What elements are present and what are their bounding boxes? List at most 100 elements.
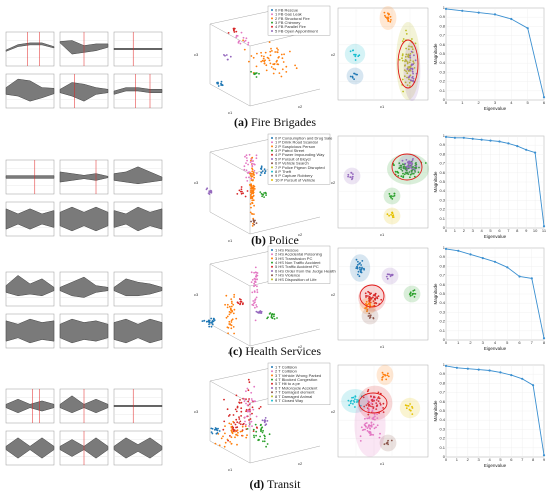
scatter-2d-point [364, 417, 366, 420]
scatter-2d-point [390, 196, 392, 199]
scatter-2d-point [359, 435, 362, 438]
scatter-3d-point [208, 319, 211, 322]
scatter-2d-point [361, 266, 363, 269]
scatter-3d-point [251, 213, 254, 215]
scatter-3d-point [254, 284, 257, 287]
scatter-2d-point [417, 171, 420, 174]
scatter-2d-point [382, 407, 384, 409]
scatter-3d-point [257, 438, 260, 441]
data-point [466, 367, 469, 370]
scatter-2d-point [377, 397, 379, 399]
scatter-3d-point [251, 279, 254, 281]
scatter-3d-point [265, 64, 268, 67]
scatter-3d-point [244, 420, 246, 423]
legend-entry: 2 FB Structural Fire [275, 16, 310, 21]
scatter-3d-point [250, 420, 253, 423]
scatter-2d-point [369, 405, 372, 407]
scatter-2d-point [413, 175, 416, 178]
scatter-2d-point [368, 408, 370, 410]
scatter-3d-point [271, 317, 274, 320]
scatter-2d-point [368, 303, 370, 305]
legend-entry: 0 P Consumption and Drug Sale [275, 135, 333, 140]
scatter-2d-point [386, 374, 389, 377]
scatter-3d-point [272, 72, 275, 75]
y-tick-label: 0 [443, 97, 446, 102]
scatter-2d-point [372, 396, 375, 399]
scatter-2d-point [375, 405, 378, 408]
scatter-3d-point [226, 408, 229, 411]
scatter-2d-point [409, 176, 411, 179]
scatter-3d-point [237, 302, 240, 305]
scatter-3d-point [226, 306, 229, 309]
eigenvalue-line-chart: 0 0.1 0.2 0.3 0.4 0.5 0.6 0.7 0.8 0.9 10 1 2 3 4 5 6 7 8 9 1… [433, 133, 547, 239]
scatter-2d-xlabel: c1 [380, 104, 385, 109]
scatter-2d-point [412, 72, 414, 75]
scatter-2d-point [406, 404, 408, 407]
legend-entry: 4 P Power Impounding Way [275, 152, 324, 157]
cluster-halo [346, 67, 364, 85]
x-tick-label: 2 [467, 457, 470, 462]
legend-marker [271, 261, 273, 264]
cluster-halo [399, 397, 421, 419]
legend-entry: 6 P Vehicle Search [275, 161, 309, 166]
legend-frame [267, 133, 331, 185]
scatter-2d-point [357, 273, 359, 276]
scatter-2d-point [366, 390, 369, 393]
y-tick-label: 0.1 [439, 88, 445, 93]
scatter-2d-point [406, 168, 409, 170]
scatter-3d-point [229, 311, 232, 314]
scatter-2d-point [410, 50, 413, 53]
band-subplot [5, 271, 55, 307]
scatter-3d-point [210, 325, 213, 328]
y-tick-label: 0.7 [439, 161, 445, 166]
scatter-3d-point [251, 190, 253, 192]
scatter-2d-point [353, 78, 355, 81]
scatter-3d-point [244, 39, 247, 42]
scatter-2d-point [405, 33, 408, 35]
scatter-2d-point [375, 426, 377, 429]
data-point [542, 337, 546, 340]
y-tick-label: 0.9 [439, 254, 445, 259]
scatter-3d-point [260, 423, 262, 426]
scatter-3d-point [226, 326, 229, 329]
scatter-2d-xlabel: c1 [380, 344, 385, 349]
scatter-3d-point [252, 300, 255, 302]
scatter-2d-frame [337, 135, 429, 229]
scatter-2d-point [387, 372, 389, 375]
scatter-3d-point [250, 70, 252, 73]
scatter-3d-point [252, 187, 255, 190]
scatter-3d-point [261, 59, 264, 62]
scatter-3d-point [255, 157, 258, 160]
scatter-2d-point [376, 424, 379, 427]
legend-marker [271, 395, 273, 398]
y-tick-label: 0.6 [439, 42, 445, 47]
scatter-3d-point [225, 54, 228, 56]
y-tick-label: 0 [443, 337, 446, 342]
band-plot-grid [5, 271, 163, 349]
x-axis-label: Eigenvalue [484, 346, 507, 351]
scatter-2d-point [406, 61, 409, 63]
scatter-3d-point [238, 40, 240, 42]
legend-marker [271, 387, 273, 389]
scatter-3d-point [274, 51, 277, 53]
scatter-3d-point [205, 320, 208, 323]
band-subplot [5, 388, 55, 424]
scatter-2d-point [363, 405, 366, 408]
axis-3d-edge [249, 88, 321, 107]
scatter-2d-point [407, 165, 409, 167]
scatter-2d-point [372, 407, 375, 410]
scatter-3d-point [278, 72, 281, 74]
scatter-3d-point [242, 192, 244, 195]
scatter-3d-point [241, 425, 244, 428]
scatter-3d-point [260, 165, 263, 168]
scatter-3d-point [254, 423, 257, 426]
scatter-3d-point [216, 432, 219, 434]
scatter-2d-point [366, 430, 369, 432]
legend-entry: 3 FB Chimney [275, 20, 300, 25]
legend-entry: 7 P Police Pigeon Disrupted [275, 165, 325, 170]
scatter-3d-point [251, 170, 254, 173]
x-tick-label: 3 [482, 340, 485, 345]
scatter-3d-point [277, 49, 279, 51]
scatter-3d-point [254, 299, 256, 301]
scatter-3d-point [210, 431, 213, 433]
